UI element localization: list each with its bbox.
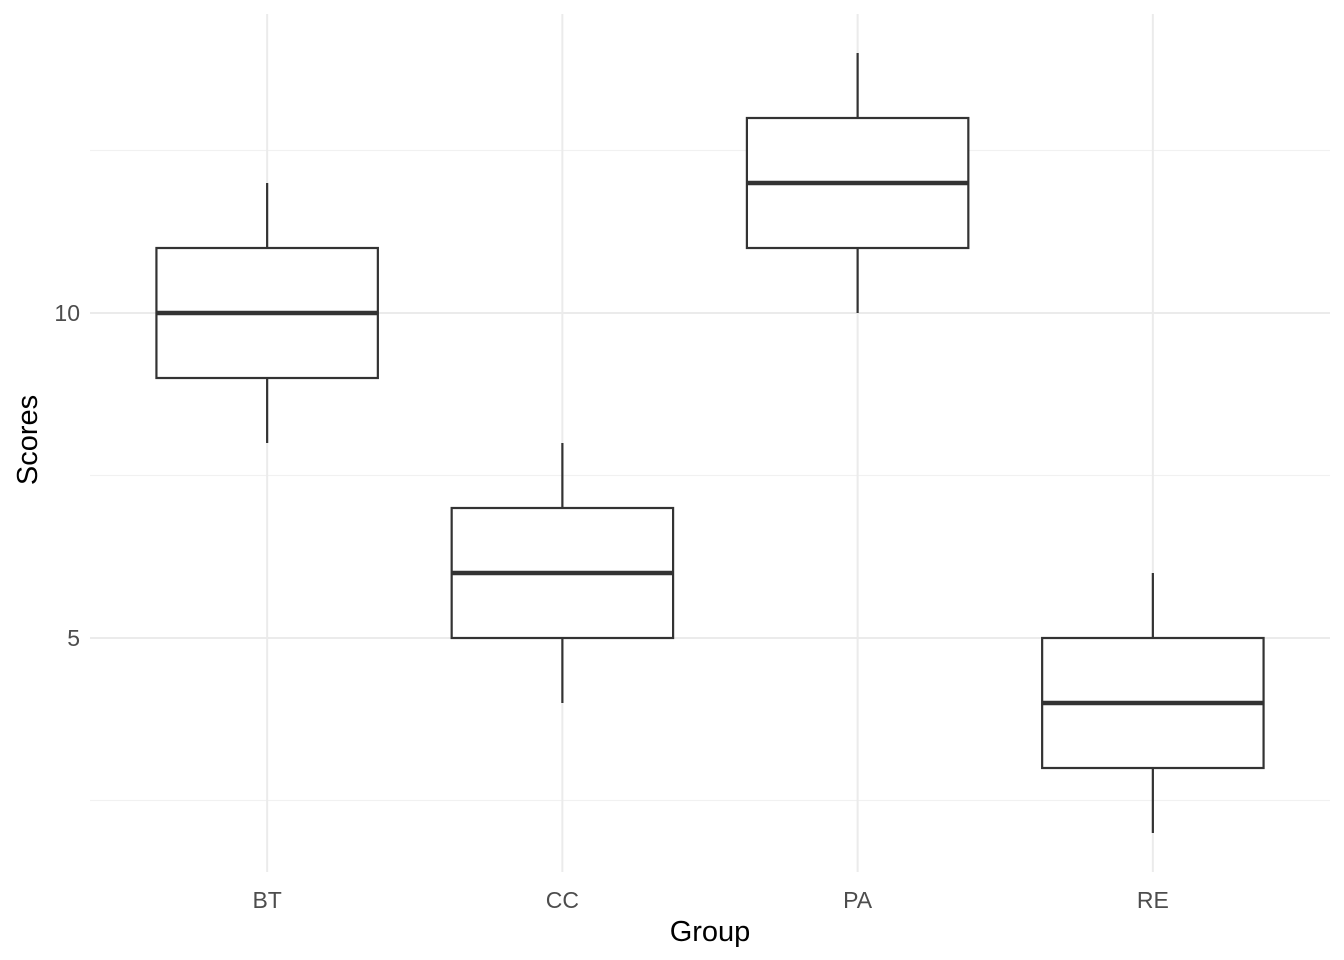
- tick-labels: 5 10 BT CC PA RE: [54, 300, 1168, 913]
- y-tick-label-5: 5: [67, 625, 80, 651]
- y-axis-title: Scores: [12, 395, 44, 485]
- y-tick-label-10: 10: [54, 300, 80, 326]
- boxes: [155, 53, 1265, 833]
- boxplot-group-RE: [1041, 573, 1265, 833]
- boxplot-group-BT: [155, 183, 379, 443]
- x-tick-label-BT: BT: [252, 887, 281, 913]
- x-tick-label-RE: RE: [1137, 887, 1169, 913]
- x-axis-title: Group: [670, 916, 751, 948]
- x-tick-label-PA: PA: [843, 887, 873, 913]
- boxplot-group-CC: [450, 443, 675, 703]
- boxplot-group-PA: [745, 53, 970, 313]
- x-tick-label-CC: CC: [546, 887, 579, 913]
